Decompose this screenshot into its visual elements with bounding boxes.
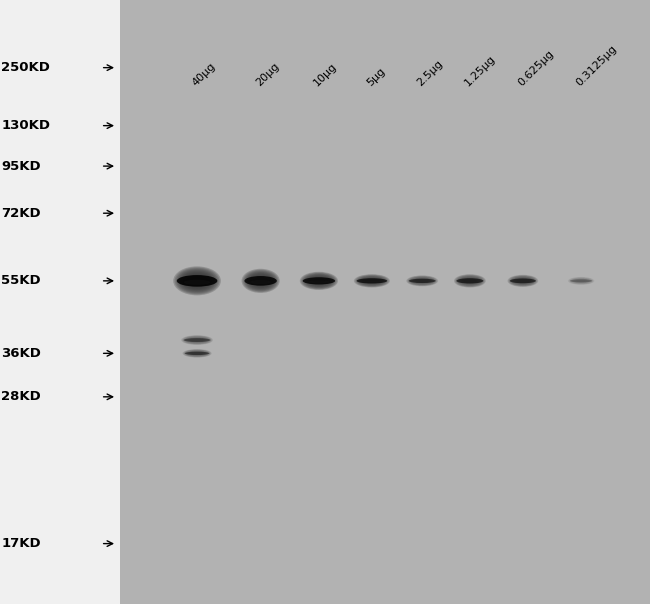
Ellipse shape (175, 268, 220, 294)
Ellipse shape (458, 276, 482, 286)
Ellipse shape (357, 278, 387, 283)
Ellipse shape (183, 338, 211, 342)
Text: 55KD: 55KD (1, 274, 41, 288)
Ellipse shape (179, 270, 215, 292)
Ellipse shape (355, 275, 389, 287)
Ellipse shape (459, 277, 481, 285)
Ellipse shape (183, 349, 212, 358)
Ellipse shape (183, 349, 211, 358)
Text: 36KD: 36KD (1, 347, 41, 360)
Ellipse shape (184, 350, 210, 357)
Bar (0, 94, 120, 604)
Ellipse shape (456, 278, 484, 283)
Text: 250KD: 250KD (1, 61, 50, 74)
Ellipse shape (246, 272, 275, 290)
Ellipse shape (181, 335, 213, 345)
Ellipse shape (454, 274, 486, 288)
Ellipse shape (508, 275, 538, 287)
Ellipse shape (182, 336, 212, 344)
Ellipse shape (304, 274, 333, 288)
Ellipse shape (357, 275, 387, 286)
Ellipse shape (183, 336, 211, 344)
Ellipse shape (242, 269, 280, 293)
Ellipse shape (250, 280, 271, 284)
Ellipse shape (244, 276, 277, 286)
Ellipse shape (185, 350, 209, 357)
Ellipse shape (510, 276, 536, 286)
Text: 1.25μg: 1.25μg (463, 53, 497, 88)
Ellipse shape (406, 275, 438, 286)
Ellipse shape (359, 277, 385, 285)
Text: 130KD: 130KD (1, 119, 50, 132)
Ellipse shape (307, 275, 332, 286)
Ellipse shape (245, 271, 276, 291)
Ellipse shape (248, 274, 273, 288)
Ellipse shape (306, 275, 332, 287)
Ellipse shape (508, 275, 538, 286)
Text: 20μg: 20μg (254, 60, 281, 88)
Ellipse shape (455, 275, 485, 287)
Text: 72KD: 72KD (1, 207, 41, 220)
Text: 10μg: 10μg (312, 60, 339, 88)
Ellipse shape (456, 275, 484, 287)
Ellipse shape (184, 280, 210, 285)
Ellipse shape (356, 275, 388, 287)
Ellipse shape (570, 279, 592, 283)
Ellipse shape (185, 352, 209, 355)
Ellipse shape (184, 336, 210, 344)
Ellipse shape (303, 274, 335, 288)
Ellipse shape (510, 278, 536, 283)
Ellipse shape (510, 275, 536, 286)
Ellipse shape (247, 273, 274, 289)
Text: 5μg: 5μg (365, 65, 387, 88)
Text: 40μg: 40μg (190, 60, 217, 88)
Ellipse shape (181, 272, 213, 289)
Text: 28KD: 28KD (1, 390, 41, 403)
Ellipse shape (302, 273, 336, 289)
Ellipse shape (242, 269, 279, 292)
Ellipse shape (409, 277, 436, 285)
Ellipse shape (303, 277, 335, 284)
Text: 0.625μg: 0.625μg (516, 48, 555, 88)
Ellipse shape (409, 278, 436, 283)
Ellipse shape (354, 274, 390, 288)
Text: 95KD: 95KD (1, 159, 41, 173)
Ellipse shape (358, 276, 385, 286)
Ellipse shape (301, 272, 337, 289)
Bar (0, 0, 120, 94)
Text: 2.5μg: 2.5μg (415, 58, 445, 88)
Ellipse shape (176, 268, 218, 294)
Text: 17KD: 17KD (1, 537, 41, 550)
Bar (120, 94, 650, 604)
Ellipse shape (408, 276, 436, 286)
Ellipse shape (180, 271, 214, 291)
Ellipse shape (457, 275, 483, 286)
Ellipse shape (173, 266, 221, 295)
Ellipse shape (410, 277, 434, 285)
Ellipse shape (300, 272, 338, 290)
Ellipse shape (568, 277, 594, 284)
Ellipse shape (177, 269, 216, 292)
Ellipse shape (177, 275, 217, 287)
Text: 0.3125μg: 0.3125μg (574, 43, 619, 88)
Ellipse shape (308, 280, 330, 283)
Ellipse shape (244, 271, 278, 291)
Ellipse shape (511, 277, 535, 285)
Ellipse shape (408, 276, 437, 286)
Bar (120, 0, 650, 94)
